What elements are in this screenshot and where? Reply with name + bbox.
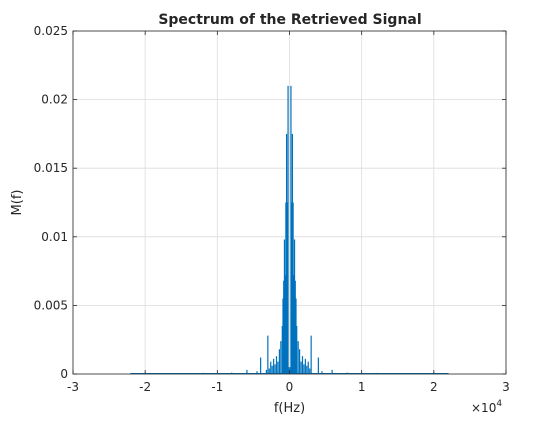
x-tick-label: 2 [430,380,438,394]
x-tick-label: -3 [67,380,79,394]
x-tick-label: -1 [211,380,223,394]
x-tick-label: -2 [139,380,151,394]
y-tick-label: 0.015 [34,161,68,175]
y-tick-label: 0 [60,367,68,381]
y-tick-label: 0.025 [34,24,68,38]
y-tick-label: 0.02 [41,93,68,107]
x-axis-exponent: ×104 [471,399,502,415]
x-tick-label: 0 [286,380,294,394]
y-tick-label: 0.01 [41,230,68,244]
x-tick-label: 1 [358,380,366,394]
x-axis-exponent-power: 4 [496,399,502,409]
grid-lines [72,30,507,375]
y-tick-label: 0.005 [34,298,68,312]
chart-title: Spectrum of the Retrieved Signal [158,12,421,28]
x-tick-label: 3 [502,380,510,394]
y-axis-label: M(f) [10,190,25,216]
axis-ticks: -3 -2 -1 0 1 2 3 0 0.005 0.01 0.015 0.02 0.025 [34,24,510,394]
x-axis-label: f(Hz) [274,401,305,416]
x-axis-exponent-base: ×10 [471,401,496,415]
